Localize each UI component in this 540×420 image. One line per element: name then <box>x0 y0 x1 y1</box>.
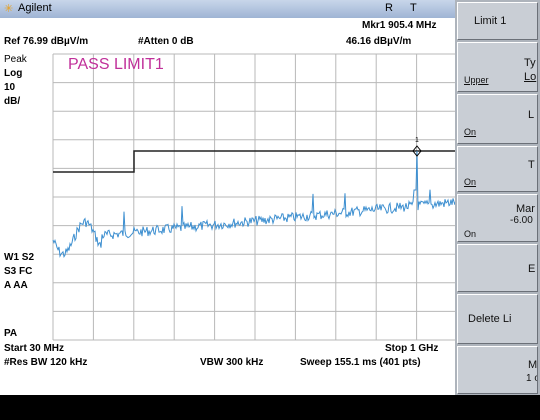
softkey[interactable]: T On <box>457 146 538 192</box>
softkey-panel: Limit 1 Ty Upper Lo L On T On Mar -6.00 On E D… <box>455 0 540 395</box>
annotation: A AA <box>4 280 28 291</box>
softkey-label: Mar <box>516 203 535 215</box>
softkey[interactable]: Ty Upper Lo <box>457 42 538 92</box>
marker-label: 1 <box>415 137 419 144</box>
annotation: Peak <box>4 54 27 65</box>
softkey[interactable]: Mar -6.00 On <box>457 194 538 242</box>
softkey[interactable]: M 1 o <box>457 346 538 394</box>
display: ✳ Agilent R T 1 Mkr1 905.4 MHz Ref 76.99… <box>0 0 455 395</box>
annotation: S3 FC <box>4 266 33 277</box>
softkey-option: Lo <box>524 71 537 83</box>
start-freq: Start 30 MHz <box>4 343 65 354</box>
title-bar: ✳ Agilent R T <box>0 0 455 18</box>
softkey-label: Delete Li <box>468 313 512 325</box>
indicator: R <box>385 2 393 14</box>
softkey[interactable]: Limit 1 <box>457 2 538 40</box>
trace <box>52 150 455 259</box>
annotation: W1 S2 <box>4 252 35 263</box>
softkey-value: -6.00 <box>510 215 533 226</box>
annotation: dB/ <box>4 96 21 107</box>
softkey[interactable]: E <box>457 244 538 292</box>
annotation: Log <box>4 68 23 79</box>
softkey-label: M <box>528 359 538 371</box>
softkey-label: Limit 1 <box>474 15 507 27</box>
indicator: T <box>410 2 417 14</box>
softkey-option: On <box>464 127 477 137</box>
softkey-option: On <box>464 229 477 239</box>
limit-line <box>53 150 455 173</box>
softkey[interactable]: Delete Li <box>457 294 538 344</box>
pass-message: PASS LIMIT1 <box>68 56 164 73</box>
brand: Agilent <box>18 2 52 14</box>
graticule: 1 <box>52 53 455 341</box>
softkey-label: E <box>528 263 536 275</box>
marker-level: 46.16 dBµV/m <box>346 36 412 47</box>
softkey-option: Upper <box>464 75 489 85</box>
vbw: VBW 300 kHz <box>200 357 264 368</box>
annotation: 10 <box>4 82 16 93</box>
softkey-label: T <box>528 159 535 171</box>
marker-freq: Mkr1 905.4 MHz <box>362 20 437 31</box>
res-bw: #Res BW 120 kHz <box>4 357 88 368</box>
ref-level: Ref 76.99 dBµV/m <box>4 36 89 47</box>
softkey[interactable]: L On <box>457 94 538 144</box>
softkey-label: L <box>528 109 535 121</box>
annotation: PA <box>4 328 18 339</box>
softkey-label: Ty <box>524 57 536 69</box>
atten: #Atten 0 dB <box>138 36 194 47</box>
softkey-value: 1 o <box>526 373 537 384</box>
marker <box>412 145 422 157</box>
icon: ✳ <box>4 3 14 15</box>
sweep: Sweep 155.1 ms (401 pts) <box>300 357 421 368</box>
stop-freq: Stop 1 GHz <box>385 343 439 354</box>
softkey-option: On <box>464 177 477 187</box>
